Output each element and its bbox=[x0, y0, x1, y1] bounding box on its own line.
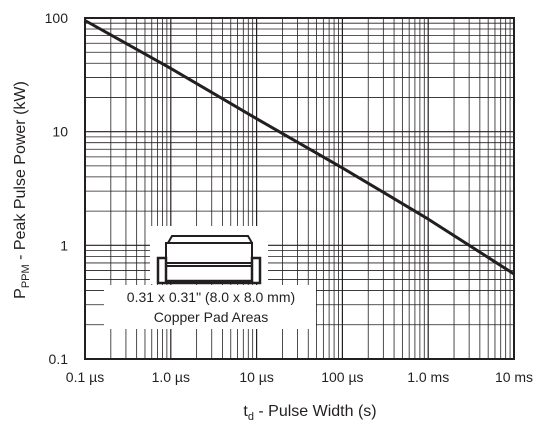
x-tick-label: 100 µs bbox=[321, 369, 363, 385]
peak-pulse-power-line bbox=[84, 19, 515, 276]
package-outline-icon bbox=[156, 235, 262, 285]
x-tick-labels: 0.1 µs 1.0 µs 10 µs 100 µs 1.0 ms 10 ms bbox=[66, 369, 533, 385]
y-tick-label: 1 bbox=[60, 237, 68, 253]
x-axis-title: td - Pulse Width (s) bbox=[243, 403, 376, 422]
y-tick-label: 10 bbox=[52, 124, 68, 140]
annotation-line-2: Copper Pad Areas bbox=[154, 309, 268, 325]
x-tick-label: 1.0 µs bbox=[152, 369, 190, 385]
x-tick-label: 0.1 µs bbox=[66, 369, 104, 385]
annotation-box bbox=[104, 285, 316, 329]
pad-area-inset: 0.31 x 0.31" (8.0 x 8.0 mm) Copper Pad A… bbox=[104, 226, 316, 329]
series-layer bbox=[84, 19, 515, 276]
x-tick-label: 10 µs bbox=[239, 369, 274, 385]
annotation-line-1: 0.31 x 0.31" (8.0 x 8.0 mm) bbox=[127, 289, 295, 305]
y-tick-label: 100 bbox=[45, 10, 69, 26]
y-axis-title: PPPM - Peak Pulse Power (kW) bbox=[12, 81, 32, 299]
inset-background bbox=[150, 226, 268, 284]
x-tick-label: 1.0 ms bbox=[407, 369, 449, 385]
plot-frame bbox=[84, 17, 515, 360]
x-tick-label: 10 ms bbox=[495, 369, 533, 385]
y-tick-label: 0.1 bbox=[49, 351, 69, 367]
y-tick-labels: 0.1 1 10 100 bbox=[45, 10, 69, 367]
